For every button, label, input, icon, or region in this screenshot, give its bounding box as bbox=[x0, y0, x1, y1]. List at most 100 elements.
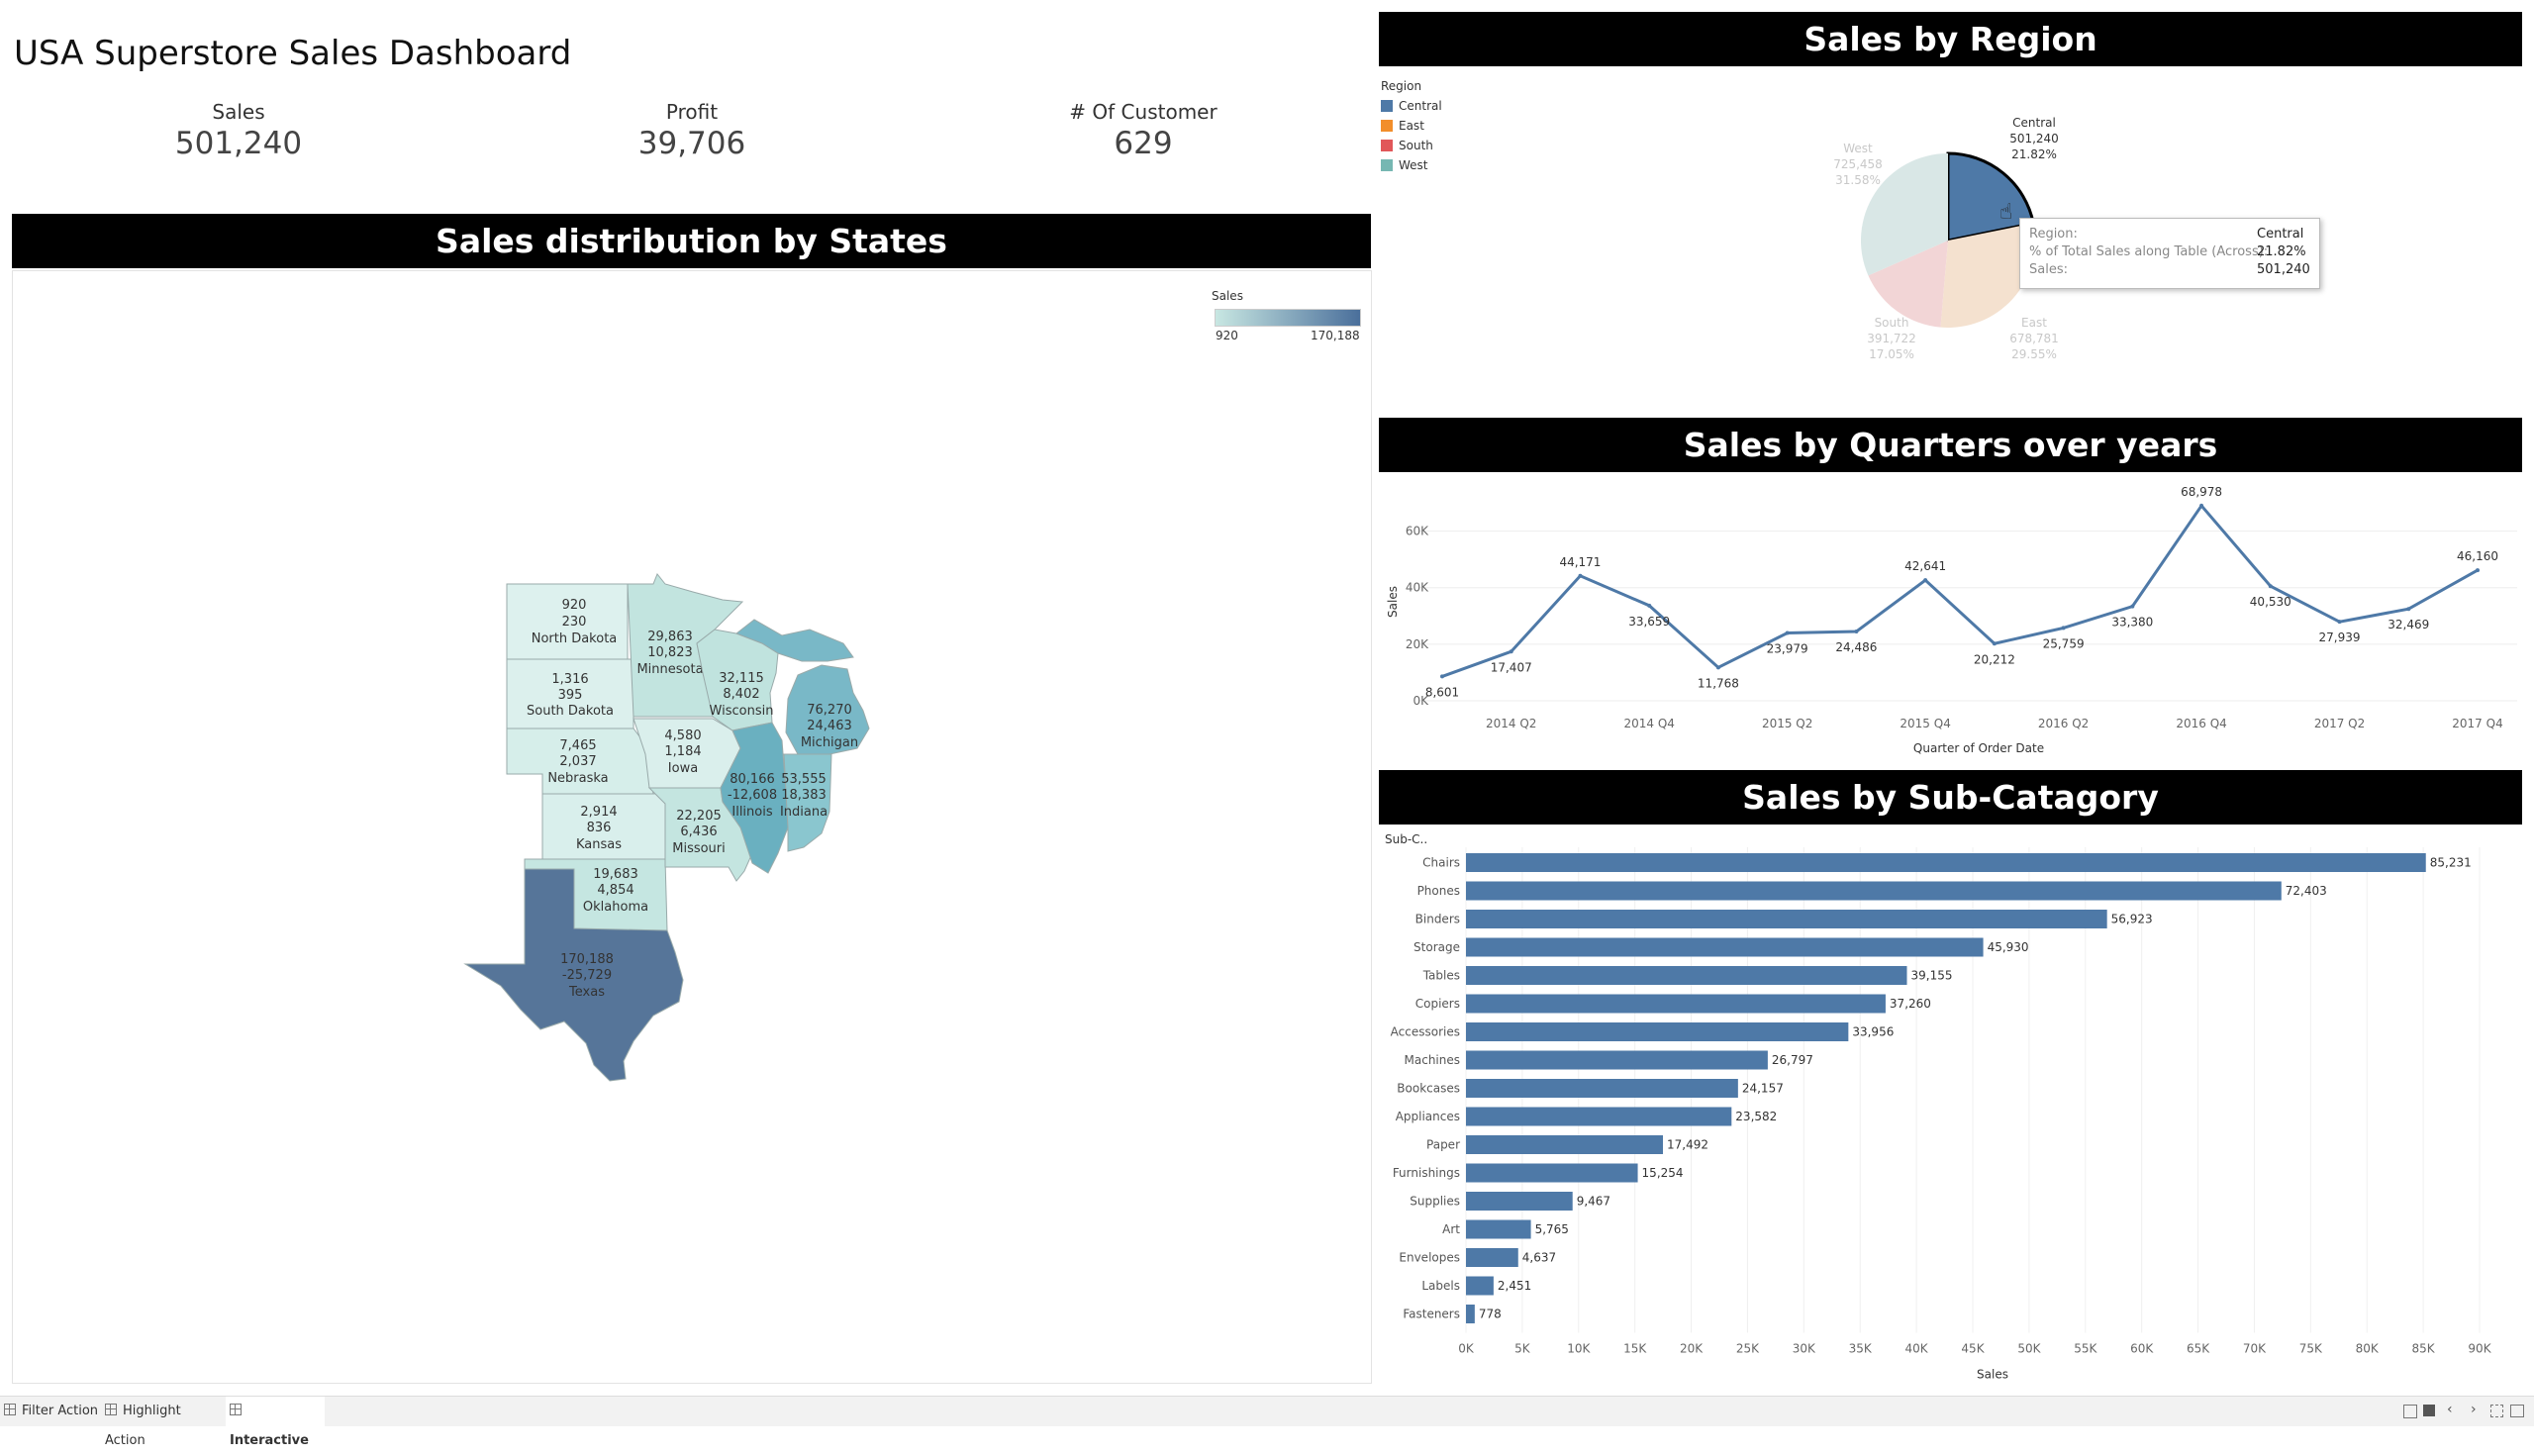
kpi-profit: Profit 39,706 bbox=[563, 100, 821, 161]
region-tooltip: Region: Central % of Total Sales along Ta… bbox=[2019, 218, 2320, 289]
bar-paper[interactable] bbox=[1466, 1135, 1664, 1154]
state-iowa-profit: 1,184 bbox=[664, 744, 701, 759]
x-axis-title: Sales bbox=[1977, 1368, 2008, 1382]
tab-interactive[interactable]: Interactive bbox=[226, 1397, 325, 1448]
bar-data-label: 37,260 bbox=[1890, 997, 1931, 1011]
x-tick-label: 2014 Q2 bbox=[1486, 717, 1536, 730]
y-tick-label: 60K bbox=[1406, 525, 1429, 538]
legend-item-south[interactable]: South bbox=[1381, 139, 1433, 152]
state-michigan-sales: 76,270 bbox=[807, 703, 852, 718]
line-point bbox=[1992, 641, 1997, 646]
bar-storage[interactable] bbox=[1466, 937, 1984, 957]
bar-supplies[interactable] bbox=[1466, 1192, 1573, 1211]
pie-slice-east[interactable] bbox=[1940, 223, 2035, 328]
grid-view-icon[interactable] bbox=[2403, 1405, 2417, 1418]
tooltip-pct-label: % of Total Sales along Table (Across): bbox=[2029, 244, 2269, 259]
state-minnesota-sales: 29,863 bbox=[647, 630, 693, 644]
bar-data-label: 56,923 bbox=[2111, 913, 2153, 926]
y-axis-title: Sub-C.. bbox=[1385, 832, 1427, 846]
tooltip-sales-label: Sales: bbox=[2029, 262, 2068, 277]
bar-machines[interactable] bbox=[1466, 1050, 1768, 1070]
bar-phones[interactable] bbox=[1466, 881, 2282, 901]
bar-envelopes[interactable] bbox=[1466, 1248, 1518, 1267]
legend-label-east: East bbox=[1399, 119, 1424, 133]
category-label: Tables bbox=[1422, 969, 1460, 983]
state-michigan-profit: 24,463 bbox=[807, 719, 852, 733]
line-data-label: 33,380 bbox=[2111, 616, 2153, 630]
bar-appliances[interactable] bbox=[1466, 1107, 1732, 1126]
category-label: Bookcases bbox=[1397, 1082, 1460, 1096]
previous-sheet-icon[interactable]: ‹ bbox=[2447, 1402, 2453, 1417]
pie-label-south-sales: 391,722 bbox=[1867, 332, 1916, 345]
line-point bbox=[2061, 626, 2066, 631]
x-tick-label: 65K bbox=[2187, 1342, 2210, 1356]
state-illinois[interactable] bbox=[720, 722, 789, 874]
line-point bbox=[1854, 630, 1859, 634]
dashboard-title: USA Superstore Sales Dashboard bbox=[14, 34, 572, 73]
category-label: Appliances bbox=[1396, 1110, 1460, 1123]
x-tick-label: 2015 Q2 bbox=[1762, 717, 1812, 730]
line-data-label: 25,759 bbox=[2043, 636, 2085, 650]
fullscreen-icon[interactable] bbox=[2490, 1405, 2503, 1417]
subcat-section-title: Sales by Sub-Catagory bbox=[1379, 770, 2522, 825]
state-indiana[interactable] bbox=[783, 753, 832, 852]
state-michigan-upper[interactable] bbox=[734, 619, 854, 662]
state-wisconsin[interactable] bbox=[696, 629, 779, 731]
state-michigan[interactable] bbox=[785, 664, 870, 755]
bar-binders[interactable] bbox=[1466, 910, 2107, 928]
next-sheet-icon[interactable]: › bbox=[2471, 1402, 2477, 1417]
pie-label-central-pct: 21.82% bbox=[2011, 147, 2057, 161]
pie-label-central-name: Central bbox=[2012, 116, 2056, 130]
bar-tables[interactable] bbox=[1466, 966, 1907, 985]
state-texas[interactable] bbox=[463, 868, 684, 1082]
bar-data-label: 5,765 bbox=[1535, 1222, 1569, 1236]
legend-swatch-central bbox=[1381, 100, 1393, 112]
category-label: Storage bbox=[1413, 940, 1460, 954]
line-point bbox=[1647, 603, 1652, 608]
x-tick-label: 2017 Q4 bbox=[2452, 717, 2502, 730]
x-tick-label: 20K bbox=[1680, 1342, 1704, 1356]
kpi-profit-label: Profit bbox=[665, 100, 719, 124]
sales-line bbox=[1441, 503, 2479, 678]
kpi-customers-value: 629 bbox=[1114, 126, 1173, 161]
legend-item-west[interactable]: West bbox=[1381, 158, 1428, 172]
filmstrip-icon[interactable] bbox=[2423, 1405, 2435, 1416]
tab-highlight-action[interactable]: Highlight Action bbox=[105, 1397, 224, 1448]
map-section-title: Sales distribution by States bbox=[12, 214, 1371, 268]
bar-accessories[interactable] bbox=[1466, 1022, 1849, 1041]
bar-fasteners[interactable] bbox=[1466, 1305, 1475, 1323]
pie-label-south-pct: 17.05% bbox=[1869, 347, 1914, 361]
pie-slice-west[interactable] bbox=[1861, 153, 1948, 276]
line-data-label: 23,979 bbox=[1767, 641, 1808, 655]
state-texas-profit: -25,729 bbox=[562, 968, 612, 983]
bar-data-label: 33,956 bbox=[1852, 1025, 1894, 1039]
tooltip-region-value: Central bbox=[2257, 227, 2304, 242]
legend-swatch-east bbox=[1381, 120, 1393, 132]
tab-filter-action[interactable]: Filter Action bbox=[4, 1397, 103, 1426]
tooltip-region-label: Region: bbox=[2029, 227, 2078, 242]
legend-item-east[interactable]: East bbox=[1381, 119, 1424, 133]
state-oklahoma-sales: 19,683 bbox=[593, 867, 638, 882]
bar-art[interactable] bbox=[1466, 1219, 1531, 1239]
state-texas-sales: 170,188 bbox=[560, 952, 614, 967]
state-north-dakota-sales: 920 bbox=[562, 598, 587, 613]
pie-label-east-name: East bbox=[2021, 316, 2047, 330]
state-iowa-name: Iowa bbox=[668, 761, 698, 776]
bar-furnishings[interactable] bbox=[1466, 1163, 1638, 1183]
bar-copiers[interactable] bbox=[1466, 994, 1886, 1014]
pie-slice-south[interactable] bbox=[1868, 241, 1948, 328]
line-point bbox=[2199, 503, 2204, 508]
line-data-label: 8,601 bbox=[1425, 685, 1459, 699]
state-south-dakota-sales: 1,316 bbox=[551, 672, 588, 687]
bar-labels[interactable] bbox=[1466, 1276, 1494, 1296]
line-point bbox=[1509, 649, 1513, 654]
legend-item-central[interactable]: Central bbox=[1381, 99, 1442, 113]
presentation-icon[interactable] bbox=[2510, 1405, 2524, 1417]
kpi-sales-value: 501,240 bbox=[174, 126, 303, 161]
x-tick-label: 2014 Q4 bbox=[1623, 717, 1674, 730]
state-indiana-name: Indiana bbox=[780, 805, 828, 820]
bar-chairs[interactable] bbox=[1466, 853, 2426, 872]
pie-slice-central[interactable] bbox=[1946, 151, 2036, 243]
bar-bookcases[interactable] bbox=[1466, 1079, 1738, 1098]
